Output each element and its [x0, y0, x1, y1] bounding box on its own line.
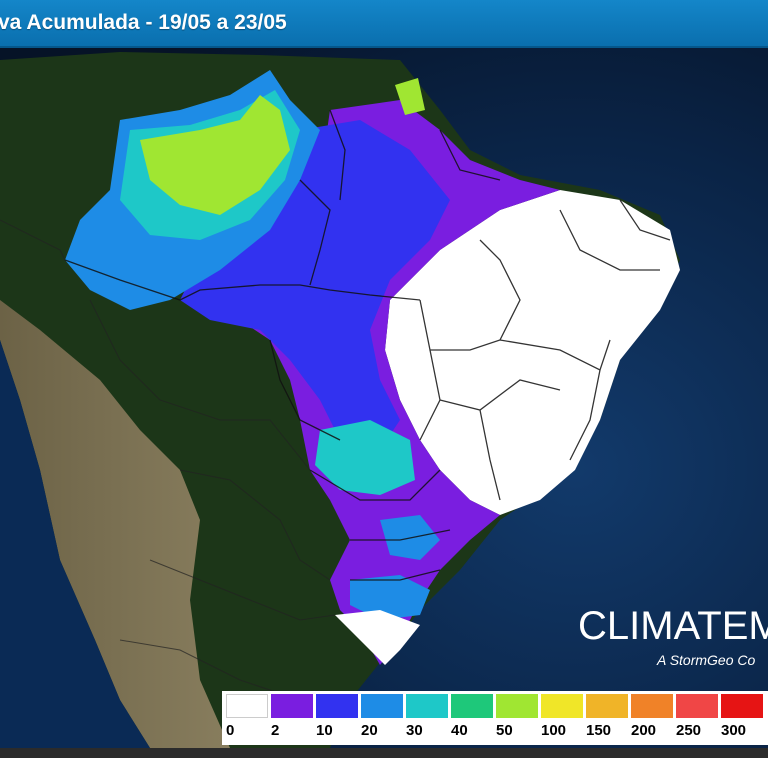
- legend-swatch-2: [271, 694, 313, 718]
- legend-tick-label: 30: [406, 722, 423, 739]
- legend-swatch-250: [676, 694, 718, 718]
- legend-tick-label: 10: [316, 722, 333, 739]
- precipitation-legend: 0 2 10 20 30 40 50 100 150 200 250 300: [222, 691, 768, 745]
- amazon-lime: [140, 95, 290, 215]
- legend-tick-label: 300: [721, 722, 747, 739]
- legend-tick-label: 0: [226, 722, 235, 739]
- legend-tick-label: 20: [361, 722, 378, 739]
- legend-swatch-100: [541, 694, 583, 718]
- south-cyan-patch-1: [315, 420, 415, 495]
- legend-tick-label: 50: [496, 722, 513, 739]
- legend-swatch-40: [451, 694, 493, 718]
- country-borders: [0, 219, 336, 701]
- title-bar: va Acumulada - 19/05 a 23/05: [0, 0, 768, 48]
- north-lime-patch: [395, 78, 425, 115]
- precipitation-map: [0, 48, 768, 748]
- legend-swatch-300: [721, 694, 763, 718]
- andes-region: [0, 300, 230, 748]
- brazil-east-dry: [385, 190, 680, 515]
- legend-tick-label: 200: [631, 722, 657, 739]
- brazil-blue-core: [180, 120, 450, 450]
- legend-swatch-50: [496, 694, 538, 718]
- legend-swatch-10: [316, 694, 358, 718]
- legend-tick-label: 100: [541, 722, 567, 739]
- state-borders: [64, 109, 671, 581]
- brand-logo-text: CLIMATEMP: [578, 604, 768, 648]
- pacific-coast-shadow: [0, 340, 150, 748]
- legend-tick-label: 150: [586, 722, 612, 739]
- brand-tagline: A StormGeo Co: [657, 652, 756, 668]
- legend-tick-label: 250: [676, 722, 702, 739]
- legend-tick-label: 40: [451, 722, 468, 739]
- legend-swatch-20: [361, 694, 403, 718]
- legend-tick-label: 2: [271, 722, 280, 739]
- legend-swatch-30: [406, 694, 448, 718]
- rs-white-tip: [335, 610, 420, 665]
- bottom-strip: [0, 748, 768, 758]
- legend-swatch-0: [226, 694, 268, 718]
- south-cyan-patch-2: [350, 575, 430, 620]
- legend-swatch-200: [631, 694, 673, 718]
- legend-swatch-150: [586, 694, 628, 718]
- map-title: va Acumulada - 19/05 a 23/05: [0, 11, 287, 34]
